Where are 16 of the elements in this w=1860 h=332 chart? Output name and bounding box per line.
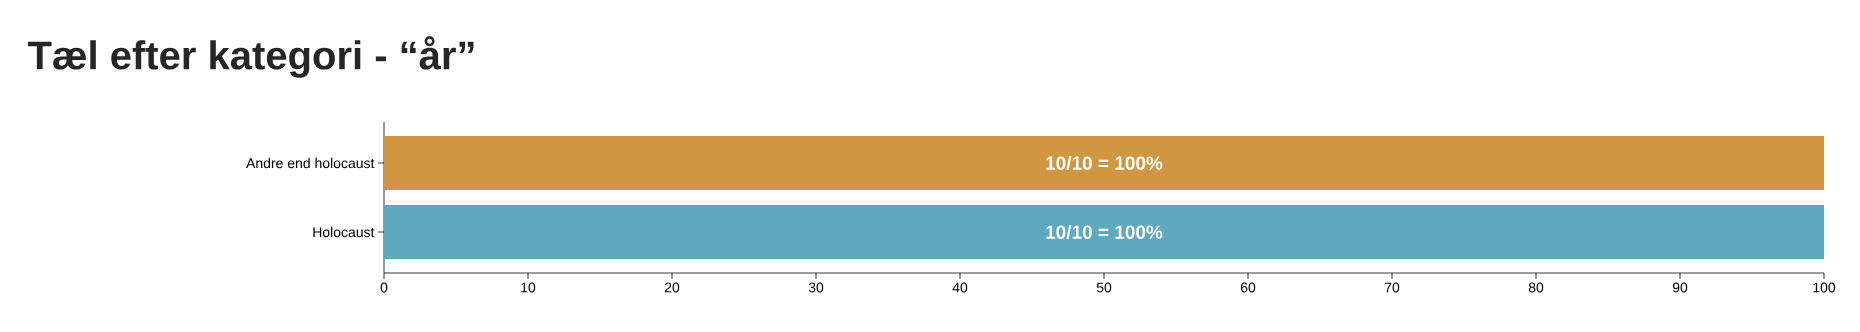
y-tick-label: Andre end holocaust <box>246 157 375 169</box>
data-label: 10/10 = 100% <box>1046 224 1163 240</box>
x-tick-label: 100 <box>1813 282 1836 293</box>
x-tick-label: 90 <box>1672 282 1688 293</box>
x-tick-label: 30 <box>808 282 824 293</box>
x-tick-label: 0 <box>380 282 388 293</box>
x-tick-label: 60 <box>1240 282 1256 293</box>
x-tick-label: 10 <box>521 282 536 293</box>
x-tick-label: 40 <box>952 282 968 293</box>
x-tick-label: 20 <box>664 282 680 293</box>
chart-title: Tæl efter kategori - “år” <box>27 36 474 78</box>
x-tick-label: 70 <box>1384 282 1400 293</box>
x-tick-label: 50 <box>1096 282 1112 293</box>
y-tick-label: Holocaust <box>313 226 375 238</box>
x-tick-label: 80 <box>1528 282 1544 293</box>
data-label: 10/10 = 100% <box>1046 155 1163 171</box>
